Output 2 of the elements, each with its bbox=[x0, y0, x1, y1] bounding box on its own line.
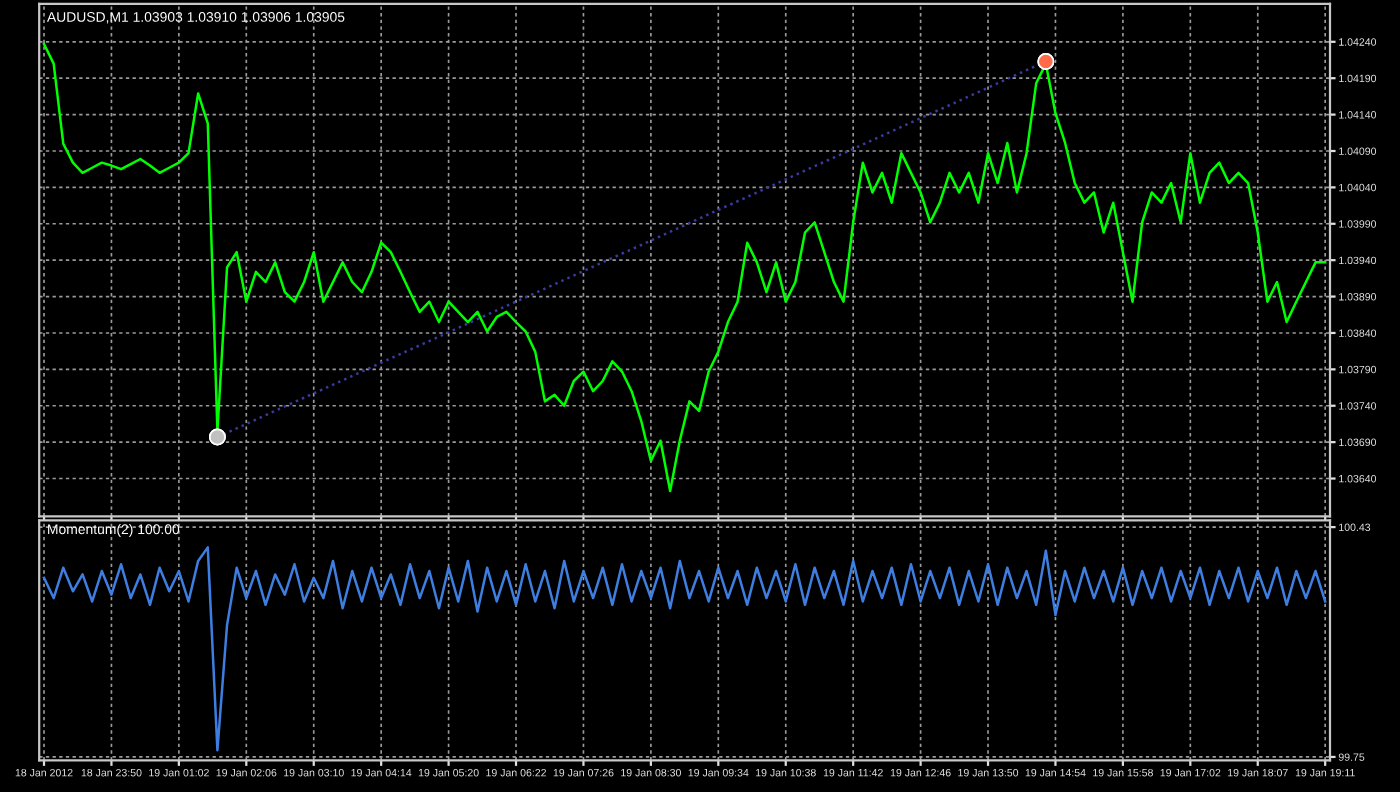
line-series bbox=[42, 42, 1327, 493]
line-series bbox=[42, 546, 1327, 752]
